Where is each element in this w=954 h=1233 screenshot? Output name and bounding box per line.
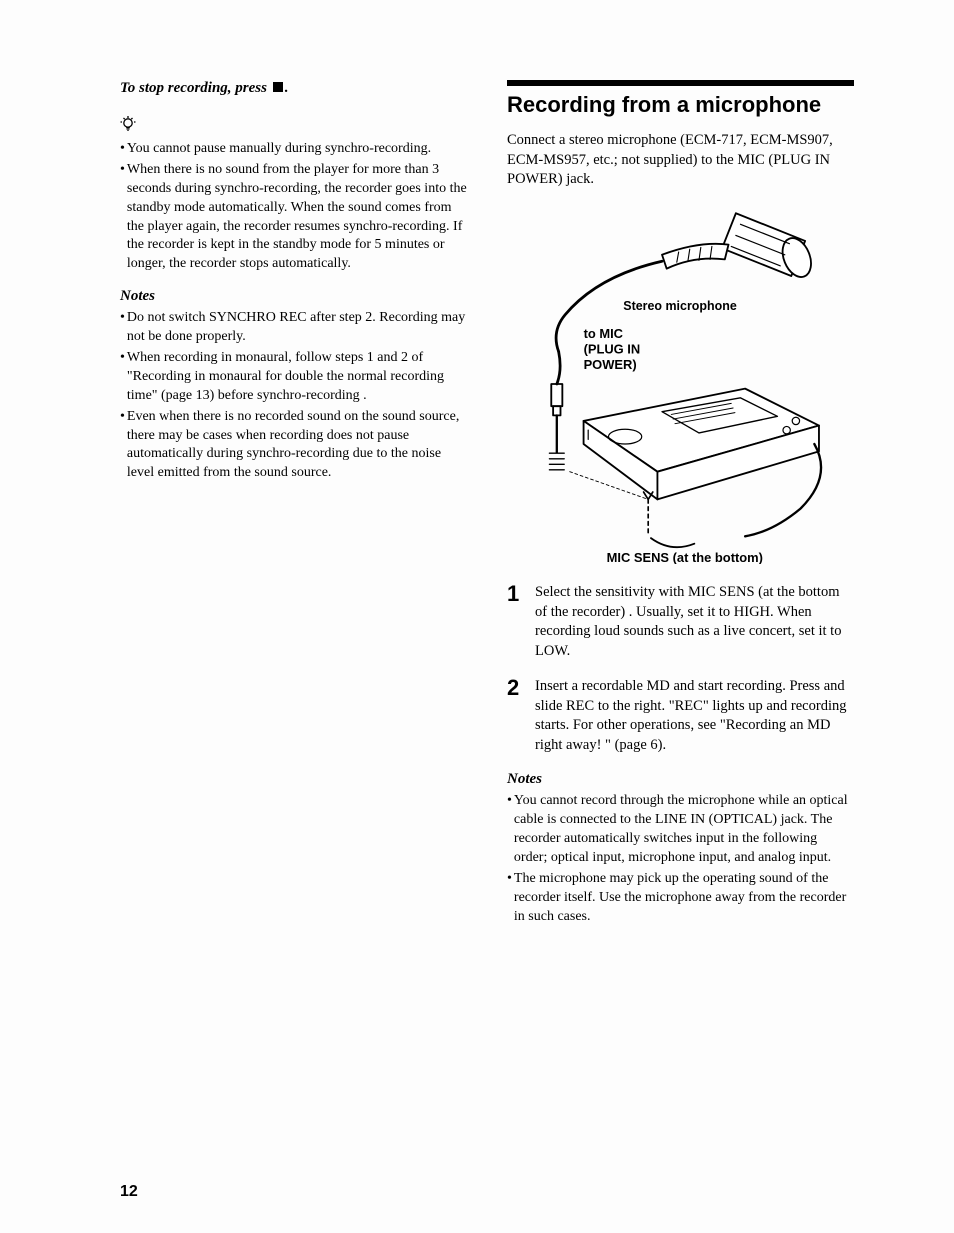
bullet-icon: • <box>120 161 127 274</box>
connection-diagram: Stereo microphone to MIC (PLUG IN POWER) <box>507 204 854 564</box>
bullet-icon: • <box>507 870 514 927</box>
bullet-icon: • <box>120 309 127 347</box>
left-column: To stop recording, press . • You cannot … <box>120 80 467 929</box>
stop-icon <box>273 82 283 92</box>
right-column: Recording from a microphone Connect a st… <box>507 80 854 929</box>
note-text: Even when there is no recorded sound on … <box>127 408 467 484</box>
step-item: 1 Select the sensitivity with MIC SENS (… <box>507 583 854 661</box>
notes-list: • Do not switch SYNCHRO REC after step 2… <box>120 309 467 483</box>
bullet-icon: • <box>120 408 127 484</box>
step-number: 2 <box>507 677 525 755</box>
page-number: 12 <box>120 1183 138 1201</box>
list-item: • Even when there is no recorded sound o… <box>120 408 467 484</box>
step-text: Select the sensitivity with MIC SENS (at… <box>535 583 854 661</box>
jack-label: to MIC <box>584 326 623 341</box>
list-item: • You cannot pause manually during synch… <box>120 140 467 159</box>
jack-label: POWER) <box>584 357 637 372</box>
bullet-icon: • <box>120 140 127 159</box>
list-item: • When recording in monaural, follow ste… <box>120 349 467 406</box>
stop-recording-instruction: To stop recording, press . <box>120 80 467 97</box>
mic-label: Stereo microphone <box>623 299 737 313</box>
note-text: The microphone may pick up the operating… <box>514 870 854 927</box>
step-number: 1 <box>507 583 525 661</box>
note-text: Do not switch SYNCHRO REC after step 2. … <box>127 309 467 347</box>
notes-heading: Notes <box>507 771 854 788</box>
notes-list: • You cannot record through the micropho… <box>507 792 854 926</box>
mic-sens-label: MIC SENS (at the bottom) <box>607 550 763 564</box>
steps-list: 1 Select the sensitivity with MIC SENS (… <box>507 583 854 756</box>
list-item: • You cannot record through the micropho… <box>507 792 854 868</box>
list-item: • When there is no sound from the player… <box>120 161 467 274</box>
notes-heading: Notes <box>120 288 467 305</box>
list-item: • Do not switch SYNCHRO REC after step 2… <box>120 309 467 347</box>
note-text: When recording in monaural, follow steps… <box>127 349 467 406</box>
recorder-icon <box>570 389 821 537</box>
tips-list: • You cannot pause manually during synch… <box>120 140 467 274</box>
bullet-icon: • <box>120 349 127 406</box>
tip-lightbulb-icon <box>120 115 467 138</box>
tip-text: You cannot pause manually during synchro… <box>127 140 467 159</box>
list-item: • The microphone may pick up the operati… <box>507 870 854 927</box>
intro-paragraph: Connect a stereo microphone (ECM-717, EC… <box>507 131 854 190</box>
step-item: 2 Insert a recordable MD and start recor… <box>507 677 854 755</box>
stop-text: To stop recording, press <box>120 80 271 96</box>
mic-sens-arrow-icon <box>644 492 695 547</box>
tip-text: When there is no sound from the player f… <box>127 161 467 274</box>
section-title: Recording from a microphone <box>507 92 854 117</box>
step-text: Insert a recordable MD and start recordi… <box>535 677 854 755</box>
jack-label: (PLUG IN <box>584 342 641 357</box>
note-text: You cannot record through the microphone… <box>514 792 854 868</box>
bullet-icon: • <box>507 792 514 868</box>
section-rule <box>507 80 854 86</box>
plug-icon <box>549 352 564 470</box>
